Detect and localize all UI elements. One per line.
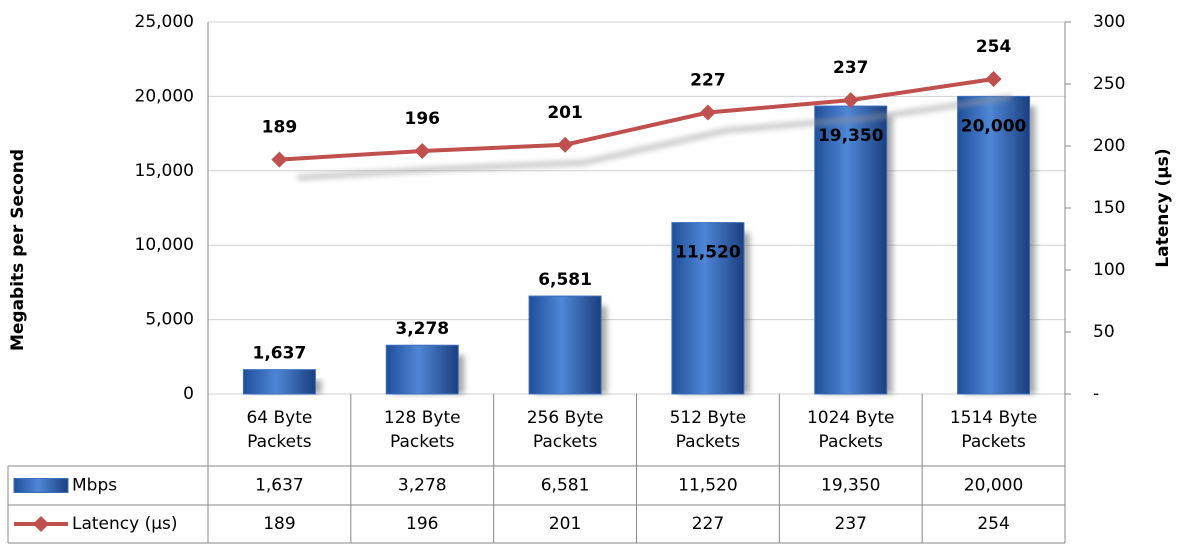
y2-tick-label: - — [1093, 384, 1099, 404]
line-marker — [557, 136, 574, 153]
bar — [957, 95, 1031, 395]
line-marker — [985, 71, 1002, 88]
category-label: 128 Byte Packets — [383, 408, 461, 452]
table-cell: 3,278 — [398, 476, 447, 496]
line-value-label: 196 — [405, 109, 441, 129]
legend-marker — [33, 516, 49, 532]
y-tick-label: 0 — [183, 384, 194, 404]
y2-tick-label: 250 — [1093, 74, 1125, 94]
bar-value-label: 19,350 — [818, 126, 884, 146]
y2-axis-title: Latency (µs) — [1153, 148, 1173, 267]
bar-value-label: 3,278 — [395, 319, 449, 339]
y-tick-label: 25,000 — [135, 12, 194, 32]
legend-label: Latency (µs) — [72, 514, 178, 534]
table-cell: 19,350 — [821, 476, 880, 496]
line-value-label: 201 — [547, 103, 583, 123]
y-tick-label: 5,000 — [145, 310, 194, 330]
table-cell: 6,581 — [541, 476, 590, 496]
line-shadow — [297, 94, 1012, 181]
y2-tick-label: 50 — [1093, 322, 1115, 342]
y-axis-title: Megabits per Second — [8, 149, 28, 351]
table-cell: 189 — [263, 514, 295, 534]
bar — [242, 369, 316, 395]
table-cell: 237 — [835, 514, 867, 534]
table-cell: 201 — [549, 514, 581, 534]
category-label: 1514 Byte Packets — [949, 408, 1038, 452]
line-value-label: 254 — [976, 37, 1012, 57]
line-marker — [699, 104, 716, 121]
bar-value-label: 11,520 — [675, 243, 741, 263]
category-label: 256 Byte Packets — [526, 408, 604, 452]
y2-tick-label: 100 — [1093, 260, 1125, 280]
bar — [814, 105, 888, 395]
y2-tick-label: 150 — [1093, 198, 1125, 218]
category-label: 512 Byte Packets — [669, 408, 747, 452]
line-marker — [842, 92, 859, 109]
legend-label: Mbps — [72, 476, 117, 496]
line-value-label: 227 — [690, 71, 726, 91]
bar-value-label: 1,637 — [253, 344, 307, 364]
bar — [528, 295, 602, 395]
bar — [671, 222, 745, 395]
line-marker — [414, 142, 431, 159]
line-value-label: 189 — [262, 118, 298, 138]
y2-tick-label: 200 — [1093, 136, 1125, 156]
bar-value-label: 20,000 — [961, 116, 1027, 136]
legend-swatch — [13, 478, 69, 493]
table-cell: 20,000 — [964, 476, 1023, 496]
table-cell: 196 — [406, 514, 438, 534]
y-tick-label: 15,000 — [135, 161, 194, 181]
table-cell: 227 — [692, 514, 724, 534]
bar-value-label: 6,581 — [538, 270, 592, 290]
table-cell: 11,520 — [678, 476, 737, 496]
latency-line — [279, 77, 994, 162]
table-cell: 254 — [977, 514, 1009, 534]
line-marker — [271, 151, 288, 168]
y-tick-label: 10,000 — [135, 235, 194, 255]
bar — [385, 344, 459, 395]
category-label: 64 Byte Packets — [246, 408, 313, 452]
line-value-label: 237 — [833, 58, 869, 78]
table-cell: 1,637 — [255, 476, 304, 496]
category-label: 1024 Byte Packets — [806, 408, 895, 452]
y2-tick-label: 300 — [1093, 12, 1125, 32]
y-tick-label: 20,000 — [135, 86, 194, 106]
